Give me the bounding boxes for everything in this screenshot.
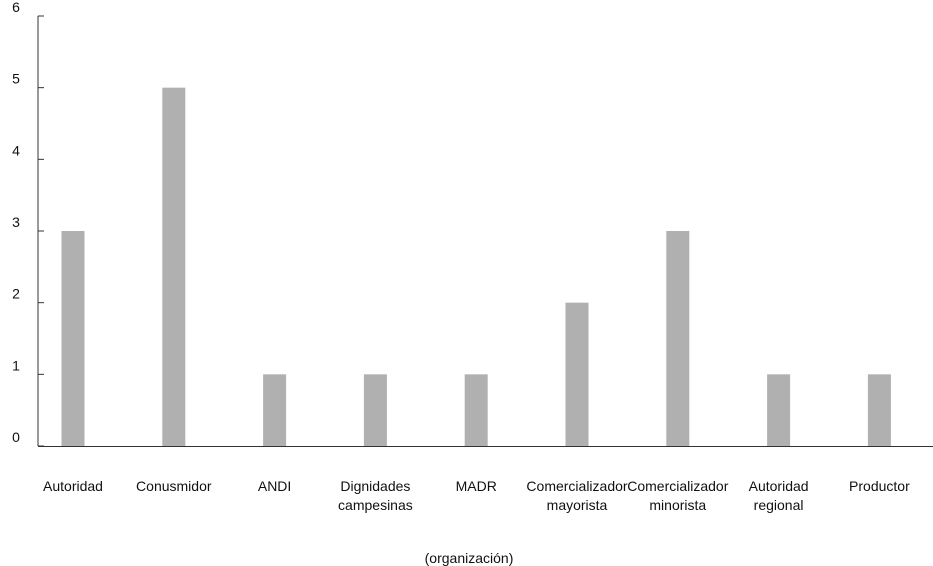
x-tick-label: Productor [849, 478, 910, 494]
y-tick-label: 6 [12, 0, 20, 15]
x-tick-label: Conusmidor [136, 478, 212, 494]
x-axis: Autoridad Conusmidor ANDI Dignidades campesi… [38, 446, 933, 513]
x-tick-label: Autoridad regional [749, 478, 809, 513]
x-tick-label: Dignidades campesinas [338, 478, 413, 513]
y-tick-label: 2 [12, 286, 20, 302]
x-tick-label: Autoridad [43, 478, 103, 494]
bar [162, 87, 186, 447]
x-tick-label: ANDI [258, 478, 291, 494]
x-axis-title: (organización) [425, 550, 514, 566]
x-tick-label: MADR [456, 478, 497, 494]
y-tick-label: 3 [12, 214, 20, 230]
y-tick-label: 5 [12, 71, 20, 87]
y-tick-label: 0 [12, 429, 20, 445]
y-tick-label: 4 [12, 142, 20, 158]
bar [464, 374, 488, 446]
bar [867, 374, 891, 446]
bar [565, 302, 589, 446]
y-axis: 0 1 2 3 4 5 6 [12, 0, 44, 447]
bar [767, 374, 791, 446]
bar [363, 374, 387, 446]
y-tick-label: 1 [12, 357, 20, 373]
bar [263, 374, 287, 446]
x-tick-label: Comercializador minorista [627, 478, 728, 513]
bar [666, 231, 690, 446]
x-tick-label: Comercializador mayorista [526, 478, 627, 513]
bar [61, 231, 85, 446]
bars [61, 87, 891, 447]
